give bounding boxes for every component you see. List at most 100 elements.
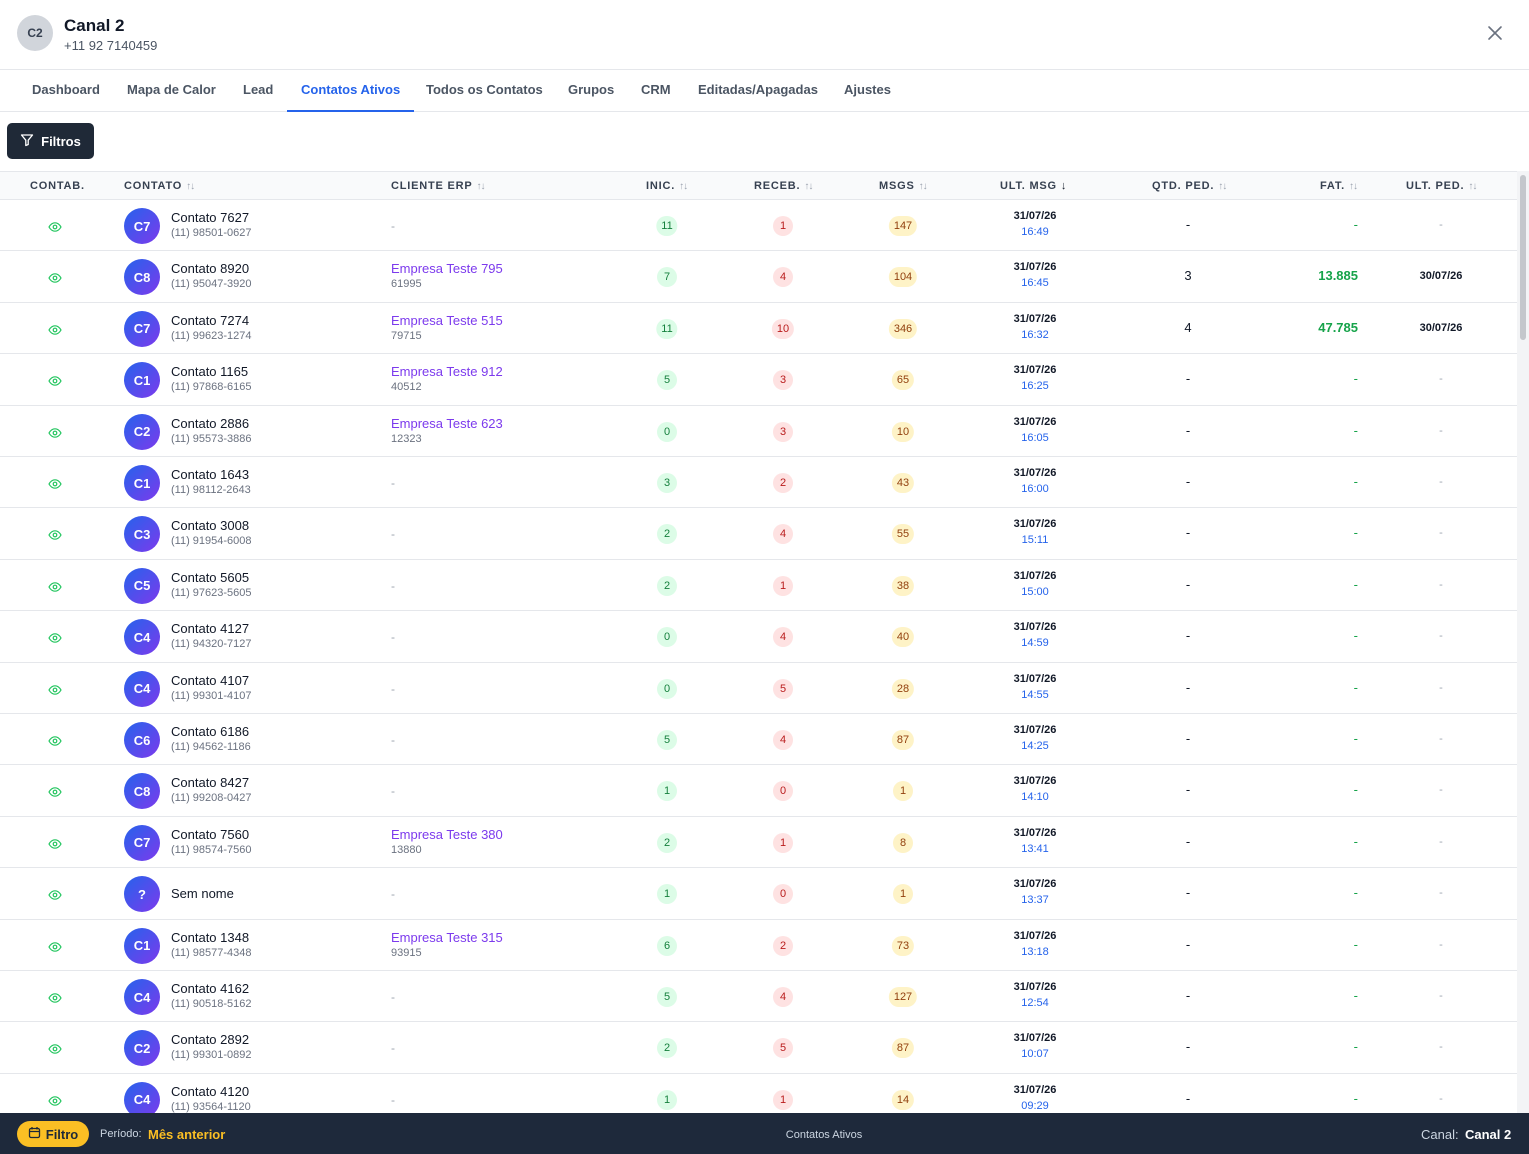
- msgs-badge: 14: [891, 1089, 915, 1110]
- last-msg-date: 31/07/26: [1013, 826, 1057, 839]
- eye-icon[interactable]: [48, 1041, 64, 1055]
- contact-name[interactable]: Contato 1348: [171, 929, 250, 945]
- eye-icon[interactable]: [48, 939, 64, 952]
- table-row[interactable]: C1 Contato 1165 (11) 97868-6165 Empresa Tes…: [0, 354, 1517, 406]
- eye-icon[interactable]: [48, 630, 64, 643]
- eye-icon[interactable]: [48, 219, 64, 232]
- erp-client-link[interactable]: Empresa Teste 515: [391, 312, 503, 328]
- footer-filtro-label: Filtro: [45, 1126, 79, 1142]
- eye-icon[interactable]: [48, 733, 64, 746]
- faturamento: -: [1353, 936, 1358, 952]
- table-row[interactable]: C4 Contato 4162 (11) 90518-5162 - 5 4 127 31/07…: [0, 971, 1517, 1023]
- erp-client-link[interactable]: Empresa Teste 912: [391, 364, 503, 380]
- contact-name[interactable]: Contato 2892: [171, 1032, 250, 1048]
- col-receb[interactable]: RECEB. ↑↓: [754, 180, 813, 192]
- canal-label: Canal:: [1421, 1127, 1459, 1142]
- contact-name[interactable]: Contato 8920: [171, 261, 250, 277]
- filtros-button[interactable]: Filtros: [7, 123, 94, 159]
- eye-icon[interactable]: [48, 784, 64, 798]
- col-ult-msg[interactable]: ULT. MSG ↓: [1000, 180, 1068, 192]
- table-scrollbar[interactable]: [1517, 171, 1529, 1113]
- eye-icon[interactable]: [48, 270, 64, 284]
- tab-ajustes[interactable]: Ajustes: [844, 82, 891, 97]
- table-row[interactable]: C4 Contato 4107 (11) 99301-4107 - 0 5 28 31/07/…: [0, 663, 1517, 714]
- contact-name[interactable]: Contato 7560: [171, 826, 250, 842]
- erp-client-link[interactable]: Empresa Teste 795: [391, 261, 503, 277]
- table-row[interactable]: C7 Contato 7627 (11) 98501-0627-11 1 147 31/0…: [0, 200, 1517, 252]
- contact-name[interactable]: Contato 4127: [171, 621, 250, 637]
- inic-badge: 0: [657, 421, 677, 442]
- contact-name[interactable]: Contato 1165: [171, 364, 249, 380]
- close-icon[interactable]: [1484, 22, 1506, 44]
- erp-client-link[interactable]: Empresa Teste 315: [391, 929, 503, 945]
- table-row[interactable]: C2 Contato 2892 (11) 99301-0892 - 2 5 87 31/07/…: [0, 1022, 1517, 1074]
- contact-name[interactable]: Contato 8427: [171, 775, 250, 791]
- eye-icon[interactable]: [48, 476, 64, 489]
- contact-name[interactable]: Contato 5605: [171, 569, 250, 585]
- table-row[interactable]: C4 Contato 4120 (11) 93564-1120 - 1 1 14 31/07/…: [0, 1074, 1517, 1113]
- col-msgs[interactable]: MSGS ↑↓: [879, 180, 928, 192]
- table-row[interactable]: C3 Contato 3008 (11) 91954-6008 - 2 4 55 31/07/…: [0, 508, 1517, 560]
- eye-icon[interactable]: [48, 1093, 64, 1106]
- table-row[interactable]: C8 Contato 8920 (11) 95047-3920 Empresa Tes…: [0, 251, 1517, 303]
- tab-crm[interactable]: CRM: [641, 82, 671, 97]
- qtd-pedidos: -: [1185, 1090, 1191, 1106]
- receb-badge: 5: [773, 1038, 793, 1059]
- contact-name[interactable]: Contato 6186: [171, 724, 250, 739]
- eye-icon[interactable]: [48, 322, 64, 335]
- tab-grupos[interactable]: Grupos: [568, 82, 615, 97]
- contact-name[interactable]: Contato 4162: [171, 981, 250, 996]
- table-row[interactable]: C5 Contato 5605 (11) 97623-5605 - 2 1 38 31/07/…: [0, 560, 1517, 612]
- tab-dashboard[interactable]: Dashboard: [32, 82, 100, 97]
- tab-lead[interactable]: Lead: [243, 82, 274, 97]
- table-row[interactable]: C7 Contato 7274 (11) 99623-1274 Empresa Tes…: [0, 303, 1517, 355]
- col-contato[interactable]: CONTATO ↑↓: [124, 180, 195, 192]
- footer-filtro-button[interactable]: Filtro: [17, 1121, 89, 1147]
- eye-icon[interactable]: [48, 682, 64, 695]
- eye-icon[interactable]: [48, 887, 64, 900]
- contact-phone: (11) 99301-4107: [171, 689, 252, 702]
- eye-icon[interactable]: [48, 373, 64, 386]
- eye-icon[interactable]: [48, 990, 64, 1003]
- contact-name[interactable]: Contato 7274: [171, 312, 250, 328]
- contact-name[interactable]: Contato 1643: [171, 467, 250, 482]
- table-row[interactable]: C7 Contato 7560 (11) 98574-7560 Empresa Tes…: [0, 817, 1517, 869]
- receb-badge: 3: [773, 370, 793, 391]
- erp-client-link[interactable]: Empresa Teste 623: [391, 415, 503, 431]
- col-fat[interactable]: FAT. ↑↓: [1320, 180, 1358, 192]
- table-row[interactable]: C4 Contato 4127 (11) 94320-7127 - 0 4 40 31/07/…: [0, 611, 1517, 663]
- tab-editadas-apagadas[interactable]: Editadas/Apagadas: [698, 82, 818, 97]
- inic-badge: 1: [657, 781, 677, 802]
- col-ult-ped[interactable]: ULT. PED. ↑↓: [1406, 180, 1477, 192]
- scrollbar-thumb[interactable]: [1520, 175, 1526, 340]
- col-inic[interactable]: INIC. ↑↓: [646, 180, 688, 192]
- erp-client-link[interactable]: Empresa Teste 380: [391, 826, 503, 842]
- col-cliente-erp[interactable]: CLIENTE ERP ↑↓: [391, 180, 486, 192]
- col-qtd-ped[interactable]: QTD. PED. ↑↓: [1152, 180, 1227, 192]
- table-row[interactable]: ? Sem nome - 1 0 1 31/07/26 13:37 - - -: [0, 868, 1517, 920]
- contact-name[interactable]: Contato 2886: [171, 415, 250, 431]
- table-row[interactable]: C1 Contato 1348 (11) 98577-4348 Empresa Tes…: [0, 920, 1517, 971]
- eye-icon[interactable]: [48, 527, 64, 541]
- table-row[interactable]: C6 Contato 6186 (11) 94562-1186 - 5 4 87 31/07/…: [0, 714, 1517, 766]
- table-row[interactable]: C2 Contato 2886 (11) 95573-3886 Empresa Tes…: [0, 406, 1517, 457]
- table-row[interactable]: C8 Contato 8427 (11) 99208-0427 - 1 0 1 31/07/2…: [0, 765, 1517, 817]
- contact-phone: (11) 95047-3920: [171, 278, 252, 291]
- last-msg-time: 16:00: [1021, 483, 1049, 495]
- tab-todos-os-contatos[interactable]: Todos os Contatos: [426, 82, 543, 97]
- receb-badge: 1: [773, 575, 793, 596]
- contact-name[interactable]: Contato 7627: [171, 210, 250, 225]
- sort-icon: ↑↓: [1349, 180, 1358, 192]
- contact-name[interactable]: Sem nome: [171, 886, 234, 902]
- tab-mapa-de-calor[interactable]: Mapa de Calor: [127, 82, 216, 97]
- eye-icon[interactable]: [48, 579, 64, 592]
- table-row[interactable]: C1 Contato 1643 (11) 98112-2643 - 3 2 43 31/07/…: [0, 457, 1517, 509]
- inic-badge: 2: [657, 524, 677, 545]
- contact-name[interactable]: Contato 4120: [171, 1083, 250, 1099]
- contact-name[interactable]: Contato 4107: [171, 672, 250, 688]
- contact-name[interactable]: Contato 3008: [171, 518, 250, 534]
- eye-icon[interactable]: [48, 836, 64, 849]
- tab-contatos-ativos[interactable]: Contatos Ativos: [287, 70, 415, 112]
- eye-icon[interactable]: [48, 425, 64, 438]
- ultimo-pedido: -: [1439, 578, 1443, 591]
